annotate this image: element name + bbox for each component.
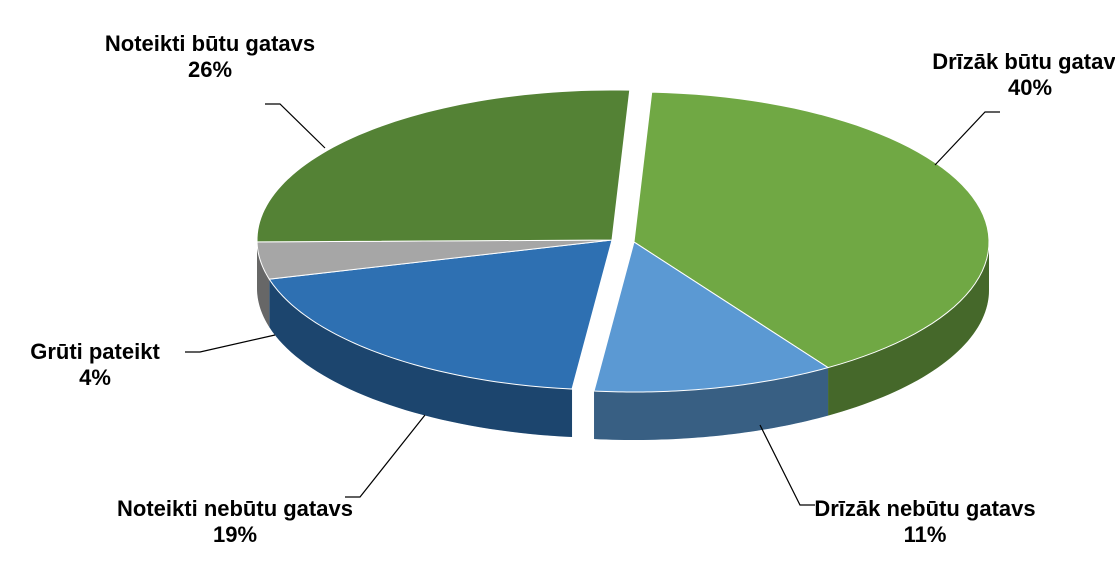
slice-side-shade [594,367,829,440]
leader-line [345,414,426,498]
label-value: 26% [187,57,233,82]
label-value: 40% [1007,75,1053,100]
label-value: 4% [79,365,111,390]
label-name: Noteikti būtu gatavs [104,31,316,56]
slice-side [269,279,573,438]
slice [256,239,613,280]
slice-side [594,367,829,440]
leader-line [185,334,276,353]
slice-side [257,241,270,328]
data-label: Drīzāk būtu gatavs 40% [910,49,1115,101]
slice [256,89,631,243]
data-label: Drīzāk nebūtu gatavs 11% [805,496,1045,548]
leader-line [265,103,326,149]
data-label: Noteikti būtu gatavs 26% [90,31,330,83]
label-value: 19% [212,522,258,547]
label-name: Grūti pateikt [30,339,160,364]
leader-line [759,424,815,506]
label-name: Noteikti nebūtu gatavs [117,496,353,521]
data-label: Grūti pateikt 4% [0,339,215,391]
slice [268,239,613,390]
leader-line [934,111,1000,166]
label-name: Drīzāk būtu gatavs [932,49,1115,74]
label-value: 11% [903,522,947,547]
label-name: Drīzāk nebūtu gatavs [814,496,1036,521]
slice-side [828,242,989,416]
slice [633,91,990,369]
slice-side-shade [269,279,573,438]
data-label: Noteikti nebūtu gatavs 19% [115,496,355,548]
slice-side-shade [828,242,989,416]
slice [593,241,830,393]
slice-side-shade [257,241,270,328]
